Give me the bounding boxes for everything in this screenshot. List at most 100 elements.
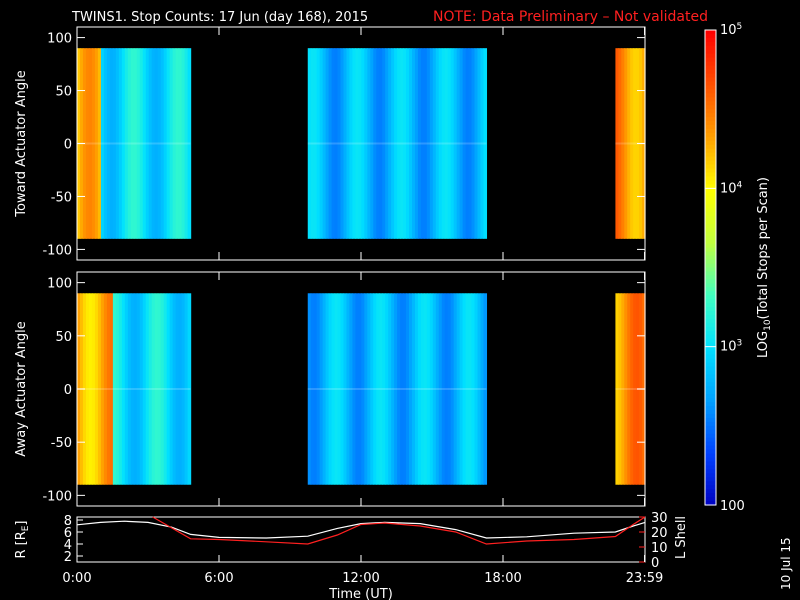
colorbar-step xyxy=(705,192,716,197)
colorbar-step xyxy=(705,239,716,245)
heat-column xyxy=(352,48,356,239)
heat-column xyxy=(85,48,90,239)
heat-column xyxy=(325,48,330,239)
heat-column xyxy=(88,48,93,239)
heat-column xyxy=(340,48,345,239)
heat-column xyxy=(444,293,449,485)
colorbar-step xyxy=(705,501,716,506)
colorbar-step xyxy=(705,378,716,383)
heat-column xyxy=(400,293,404,485)
colorbar-step xyxy=(705,251,716,257)
heat-column xyxy=(397,48,401,239)
colorbar-step xyxy=(705,326,716,332)
colorbar-step xyxy=(705,390,716,395)
heat-column xyxy=(468,293,473,485)
chart-title: TWINS1. Stop Counts: 17 Jun (day 168), 2… xyxy=(71,10,368,25)
colorbar-step xyxy=(705,30,716,35)
heat-column xyxy=(139,293,144,485)
heat-column xyxy=(420,293,425,485)
colorbar-step xyxy=(705,338,716,344)
colorbar-step xyxy=(705,208,716,213)
colorbar-step xyxy=(705,465,716,470)
heat-column xyxy=(154,293,159,485)
heat-column xyxy=(426,293,431,485)
heat-column xyxy=(148,48,153,239)
heat-column xyxy=(355,293,359,485)
heat-column xyxy=(358,293,362,485)
heat-column xyxy=(103,293,108,485)
heat-column xyxy=(331,48,336,239)
heat-column xyxy=(94,293,99,485)
y-tick-label: 4 xyxy=(64,538,72,553)
heat-column xyxy=(633,48,637,239)
colorbar-step xyxy=(705,311,716,316)
y-tick-label: -100 xyxy=(42,243,72,258)
colorbar-step xyxy=(705,136,716,142)
colorbar-step xyxy=(705,172,716,178)
colorbar-step xyxy=(705,45,716,51)
colorbar-step xyxy=(705,212,716,217)
colorbar-step xyxy=(705,220,716,225)
heat-column xyxy=(406,293,410,485)
colorbar-step xyxy=(705,81,716,87)
colorbar-step xyxy=(705,93,716,98)
heat-column xyxy=(172,293,177,485)
heat-column xyxy=(385,293,389,485)
heat-column xyxy=(483,48,488,239)
heat-column xyxy=(429,48,434,239)
heat-column xyxy=(615,293,619,485)
colorbar-step xyxy=(705,49,716,55)
colorbar-step xyxy=(705,433,716,439)
heat-column xyxy=(160,293,165,485)
heat-column xyxy=(441,293,446,485)
y-tick-label: 0 xyxy=(64,138,72,153)
colorbar-step xyxy=(705,255,716,261)
colorbar-step xyxy=(705,394,716,399)
colorbar-step xyxy=(705,279,716,284)
heat-column xyxy=(151,293,156,485)
heat-column xyxy=(187,293,192,485)
colorbar-step xyxy=(705,41,716,47)
heat-column xyxy=(633,293,637,485)
y-tick-label: 6 xyxy=(64,526,72,541)
heat-column xyxy=(618,48,622,239)
y-tick-label: -100 xyxy=(42,489,72,504)
heat-column xyxy=(130,293,135,485)
heat-column xyxy=(465,293,470,485)
heat-column xyxy=(319,293,324,485)
colorbar-step xyxy=(705,386,716,391)
colorbar-step xyxy=(705,291,716,296)
heat-column xyxy=(187,48,192,239)
colorbar-step xyxy=(705,322,716,328)
heat-column xyxy=(310,293,315,485)
colorbar-step xyxy=(705,354,716,360)
heat-column xyxy=(453,293,458,485)
colorbar-step xyxy=(705,176,716,182)
away-panel: -100 -50 0 50 100 Away Actuator Angle xyxy=(14,271,646,507)
colorbar-step xyxy=(705,318,716,324)
heat-column xyxy=(471,293,476,485)
colorbar-step xyxy=(705,421,716,427)
colorbar-step xyxy=(705,164,716,170)
heat-column xyxy=(169,48,174,239)
heat-column xyxy=(115,48,120,239)
heat-column xyxy=(91,48,96,239)
heat-column xyxy=(175,293,180,485)
y2-tick-label: 30 xyxy=(651,511,668,526)
heat-column xyxy=(118,48,123,239)
y-tick-label: 2 xyxy=(64,550,72,565)
colorbar-step xyxy=(705,223,716,229)
heat-column xyxy=(438,48,443,239)
heat-column xyxy=(121,48,126,239)
colorbar-step xyxy=(705,445,716,451)
heat-column xyxy=(136,48,141,239)
heat-column xyxy=(453,48,458,239)
colorbar-step xyxy=(705,263,716,269)
heat-column xyxy=(618,293,622,485)
heat-column xyxy=(355,48,359,239)
heat-column xyxy=(480,48,485,239)
colorbar-step xyxy=(705,65,716,71)
heat-column xyxy=(417,293,422,485)
colorbar-step xyxy=(705,105,716,110)
